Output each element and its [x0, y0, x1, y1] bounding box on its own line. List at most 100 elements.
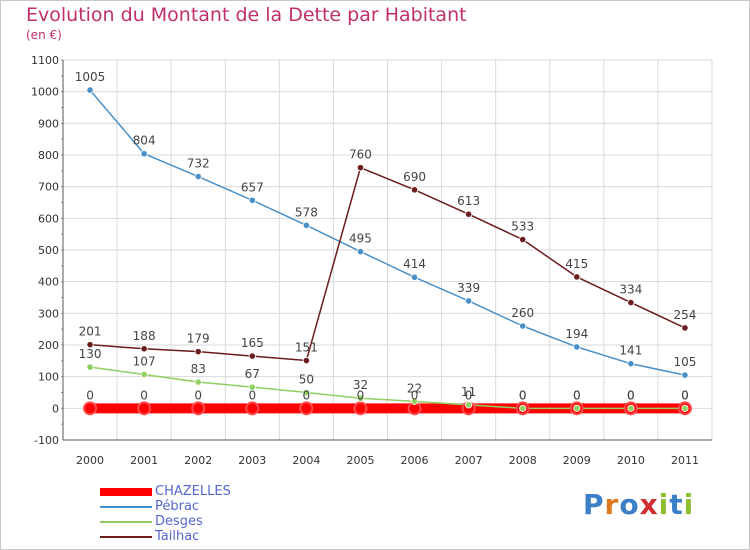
legend-swatch	[100, 536, 152, 538]
data-label: 0	[627, 388, 635, 402]
data-point	[140, 150, 148, 158]
series-line-tailhac	[89, 166, 686, 362]
data-point	[465, 297, 473, 305]
data-point	[248, 383, 256, 391]
data-label: 22	[407, 381, 422, 395]
data-point	[191, 401, 206, 416]
data-label: 804	[133, 134, 156, 148]
data-label: 0	[248, 388, 256, 402]
data-point	[86, 341, 94, 349]
data-point	[302, 356, 310, 365]
y-tick-label: -100	[34, 434, 59, 447]
data-label: 11	[461, 385, 476, 399]
data-point	[465, 401, 473, 409]
logo-letter: i	[658, 488, 670, 521]
y-tick-label: 700	[38, 181, 59, 194]
data-point	[356, 164, 365, 172]
data-point	[248, 196, 256, 204]
data-label: 107	[133, 354, 156, 368]
legend-label: Pébrac	[155, 499, 200, 514]
data-label: 50	[299, 373, 314, 387]
logo-letter: o	[619, 488, 640, 521]
data-point	[302, 221, 310, 229]
x-tick-label: 2003	[238, 454, 266, 467]
data-label: 0	[627, 388, 635, 402]
logo-letter: i	[683, 488, 695, 521]
data-point	[86, 86, 94, 94]
data-label: 67	[245, 367, 260, 381]
logo-letter: P	[583, 488, 605, 521]
y-tick-label: 1100	[31, 54, 59, 67]
data-label: 130	[79, 347, 102, 361]
data-point	[627, 404, 635, 412]
y-tick-label: 200	[38, 339, 59, 352]
series-line-pébrac	[89, 89, 686, 376]
legend-swatch	[100, 521, 152, 523]
data-label: 690	[403, 170, 426, 184]
logo-letter: r	[604, 488, 620, 521]
data-point	[573, 343, 581, 351]
x-tick-label: 2010	[617, 454, 645, 467]
y-tick-label: 100	[38, 371, 59, 384]
data-point	[140, 370, 148, 379]
data-point	[573, 273, 581, 281]
data-label: 0	[194, 388, 202, 402]
y-tick-label: 400	[38, 276, 59, 289]
data-label: 0	[357, 388, 365, 402]
y-tick-label: 1000	[31, 86, 59, 99]
x-tick-label: 2009	[563, 454, 591, 467]
data-label: 179	[187, 332, 210, 346]
data-point	[410, 397, 419, 405]
data-point	[299, 401, 314, 416]
data-label: 0	[303, 388, 311, 402]
x-tick-label: 2006	[401, 454, 429, 467]
x-tick-label: 2001	[130, 454, 158, 467]
legend-swatch	[100, 488, 152, 496]
x-tick-label: 2002	[184, 454, 212, 467]
y-tick-label: 300	[38, 307, 59, 320]
data-label: 141	[619, 344, 642, 358]
data-point	[410, 186, 419, 194]
x-tick-label: 2004	[292, 454, 320, 467]
chart-title: Evolution du Montant de la Dette par Hab…	[26, 4, 467, 26]
y-tick-label: 600	[38, 212, 59, 225]
x-tick-label: 2007	[455, 454, 483, 467]
data-point	[137, 401, 152, 416]
data-label: 415	[565, 257, 588, 271]
data-label: 83	[191, 362, 206, 376]
data-label: 0	[681, 388, 689, 402]
data-label: 657	[241, 180, 264, 194]
data-point	[194, 348, 202, 356]
legend-label: Tailhac	[155, 529, 200, 544]
proxiti-logo: Proxiti	[583, 488, 694, 521]
y-tick-label: 0	[52, 402, 59, 415]
data-point	[627, 298, 635, 307]
data-label: 194	[565, 327, 588, 341]
data-label: 151	[295, 341, 318, 355]
data-label: 201	[79, 325, 102, 339]
data-label: 495	[349, 232, 372, 246]
logo-letter: x	[639, 488, 659, 521]
data-label: 732	[187, 157, 210, 171]
x-tick-label: 2005	[346, 454, 374, 467]
data-label: 0	[573, 388, 581, 402]
data-point	[681, 371, 689, 379]
legend-label: Desges	[155, 514, 203, 529]
data-label: 188	[133, 329, 156, 343]
data-label: 165	[241, 336, 264, 350]
data-point	[353, 401, 368, 416]
data-label: 760	[349, 148, 372, 162]
data-point	[519, 404, 527, 412]
data-label: 105	[674, 355, 697, 369]
data-label: 0	[681, 388, 689, 402]
data-label: 32	[353, 378, 368, 392]
legend-label: CHAZELLES	[155, 484, 231, 499]
x-tick-label: 2011	[671, 454, 699, 467]
data-label: 0	[140, 388, 148, 402]
logo-letter: t	[669, 488, 684, 521]
data-label: 0	[86, 388, 94, 402]
data-point	[519, 322, 527, 330]
data-label: 334	[619, 283, 642, 297]
data-label: 254	[674, 308, 697, 322]
